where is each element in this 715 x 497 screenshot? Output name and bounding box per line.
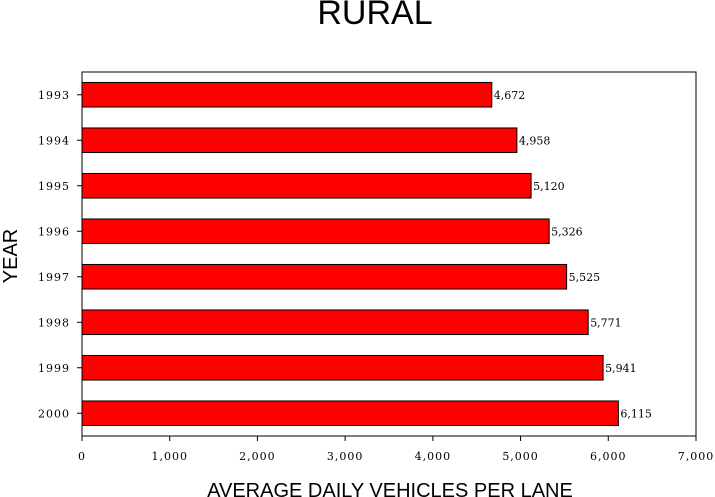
- y-tick-label: 1995: [38, 180, 70, 193]
- x-tick-label: 6,000: [590, 450, 627, 463]
- y-tick-label: 2000: [38, 407, 70, 420]
- bar-1994: [81, 127, 518, 154]
- data-label: 4,672: [494, 89, 526, 102]
- data-label: 5,941: [605, 362, 637, 375]
- x-tick-label: 5,000: [502, 450, 539, 463]
- x-axis-title: AVERAGE DAILY VEHICLES PER LANE: [207, 480, 573, 497]
- bars-group: [81, 81, 619, 427]
- bar-1996: [81, 218, 550, 245]
- y-tick-label: 1997: [38, 271, 70, 284]
- x-tick-label: 1,000: [151, 450, 188, 463]
- y-tick-label: 1996: [38, 225, 70, 238]
- data-label: 5,326: [551, 225, 583, 238]
- chart-title: RURAL: [317, 0, 432, 32]
- data-labels: 4,672 4,958 5,120 5,326 5,525 5,771 5,941 6,115: [494, 89, 652, 421]
- x-ticks: 0 1,000 2,000 3,000 4,000 5,000 6,000 7,000: [78, 436, 715, 463]
- y-tick-labels: 1993 1994 1995 1996 1997 1998 1999 2000: [38, 89, 82, 420]
- bar-2000: [81, 400, 619, 427]
- y-tick-label: 1998: [38, 316, 70, 329]
- data-label: 5,525: [569, 271, 601, 284]
- x-tick-label: 4,000: [415, 450, 452, 463]
- y-axis-title: YEAR: [0, 229, 22, 283]
- x-tick-label: 3,000: [327, 450, 364, 463]
- bar-1998: [81, 309, 589, 336]
- data-label: 6,115: [620, 407, 652, 420]
- x-tick-label: 0: [78, 450, 86, 463]
- x-tick-label: 2,000: [239, 450, 276, 463]
- y-tick-label: 1999: [38, 362, 70, 375]
- data-label: 5,120: [533, 180, 565, 193]
- bar-1999: [81, 354, 604, 381]
- bar-1995: [81, 172, 532, 199]
- data-label: 5,771: [590, 316, 622, 329]
- data-label: 4,958: [519, 134, 551, 147]
- plot-frame: [81, 71, 697, 437]
- y-tick-label: 1993: [38, 89, 70, 102]
- y-tick-label: 1994: [38, 134, 70, 147]
- bar-1997: [81, 263, 568, 290]
- bar-1993: [81, 81, 493, 108]
- x-tick-label: 7,000: [678, 450, 715, 463]
